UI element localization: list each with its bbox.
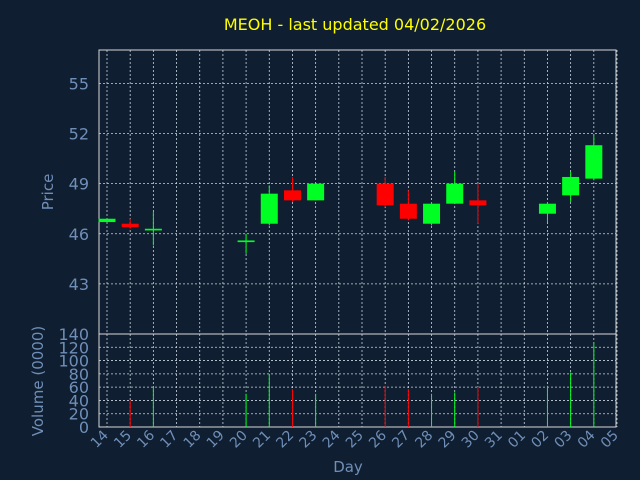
price-tick-label: 52 (69, 125, 89, 144)
x-tick-label: 02 (528, 428, 552, 452)
candle-body (260, 193, 278, 224)
x-tick-label: 23 (297, 428, 321, 452)
price-tick-label: 43 (69, 275, 89, 294)
price-axis-label: Price (39, 174, 57, 211)
candle-body (283, 190, 301, 201)
x-tick-label: 16 (134, 427, 158, 451)
candle-body (399, 203, 417, 219)
x-tick-label: 19 (204, 428, 228, 452)
candle-body (376, 183, 394, 206)
x-tick-label: 15 (111, 428, 135, 452)
volume-tick-label: 0 (79, 418, 89, 437)
candle-body (144, 228, 162, 231)
x-tick-label: 18 (181, 428, 205, 452)
volume-tick-label: 140 (58, 325, 89, 344)
volume-tick-label: 20 (69, 405, 89, 424)
x-tick-label: 30 (459, 428, 483, 452)
volume-bars (129, 342, 595, 427)
candle-body (538, 203, 556, 214)
candle-body (237, 240, 255, 243)
volume-tick-label: 40 (69, 391, 89, 410)
candle-body (307, 183, 325, 201)
x-tick-label: 04 (575, 427, 599, 451)
x-tick-label: 24 (320, 427, 344, 451)
x-tick-label: 26 (366, 427, 390, 451)
candle-body (98, 218, 116, 223)
x-tick-label: 05 (598, 428, 622, 452)
price-grid (99, 50, 618, 334)
candle-body (469, 200, 487, 206)
x-axis-ticks: 14 15 16 17 18 19 20 21 22 23 24 25 26 27 28 29 30 31 01 02… (88, 427, 622, 451)
x-tick-label: 31 (482, 428, 506, 452)
price-y-ticks: 43 46 49 52 55 (69, 74, 89, 293)
x-tick-label: 21 (250, 428, 274, 452)
candle-body (562, 176, 580, 196)
volume-tick-label: 60 (69, 378, 89, 397)
x-tick-label: 28 (412, 428, 436, 452)
candlesticks (98, 135, 603, 254)
price-tick-label: 46 (69, 225, 89, 244)
x-tick-label: 01 (505, 428, 529, 452)
volume-panel-frame (98, 333, 617, 428)
x-tick-label: 03 (552, 428, 576, 452)
x-tick-label: 27 (389, 428, 413, 452)
volume-tick-label: 120 (58, 338, 89, 357)
candle-body (585, 145, 603, 179)
x-tick-label: 20 (227, 428, 251, 452)
x-tick-label: 17 (157, 428, 181, 452)
candle-body (121, 223, 139, 228)
candle-body (423, 203, 441, 224)
x-tick-label: 22 (273, 428, 297, 452)
x-tick-label: 25 (343, 428, 367, 452)
x-axis-label: Day (333, 458, 363, 476)
price-tick-label: 55 (69, 74, 89, 93)
price-tick-label: 49 (69, 175, 89, 194)
volume-tick-label: 80 (69, 365, 89, 384)
candle-body (446, 183, 464, 204)
x-tick-label: 14 (88, 427, 112, 451)
x-tick-label: 29 (436, 428, 460, 452)
chart-title: MEOH - last updated 04/02/2026 (224, 15, 486, 34)
volume-grid (99, 333, 618, 428)
volume-axis-label: Volume (0000) (29, 326, 47, 436)
volume-tick-label: 100 (58, 352, 89, 371)
